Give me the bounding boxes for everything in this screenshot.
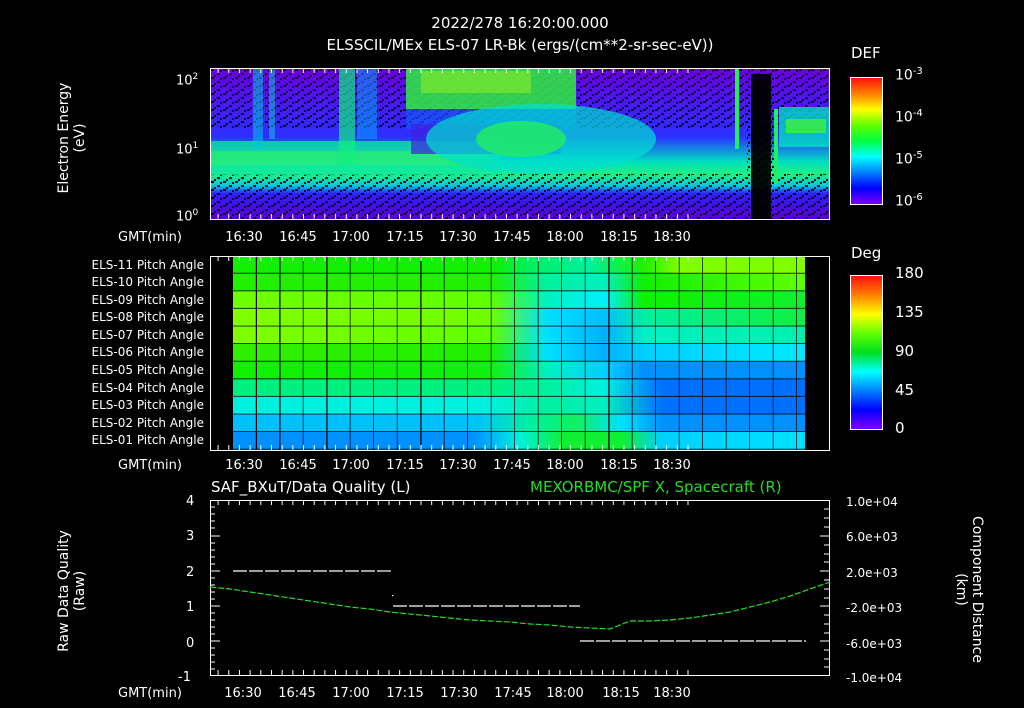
panel3-ytick-left: 1: [186, 600, 195, 615]
panel1-xtick: 18:15: [600, 230, 638, 245]
panel3-ytick-right: -6.0e+03: [846, 637, 903, 651]
deg-colorbar-label: 0: [895, 419, 905, 437]
panel1-xlabel: GMT(min): [118, 230, 182, 245]
spectrogram-image: [211, 69, 829, 219]
pitch-row-label: ELS-07 Pitch Angle: [91, 328, 204, 342]
pitch-angle-heatmap: [233, 256, 805, 450]
def-colorbar-title: DEF: [851, 44, 881, 62]
panel3-ylabel-right: Component Distance (km): [953, 502, 985, 677]
panel3-xtick: 17:30: [440, 686, 478, 701]
def-colorbar: [850, 77, 883, 205]
panel1-xtick: 17:15: [386, 230, 424, 245]
deg-colorbar-label: 90: [895, 342, 915, 360]
panel1-xtick: 17:00: [332, 230, 370, 245]
panel3-ytick-left: -1: [178, 670, 191, 685]
panel1-xtick: 16:30: [225, 230, 263, 245]
pitch-row-label: ELS-09 Pitch Angle: [91, 293, 204, 307]
panel3-xlabel: GMT(min): [118, 686, 182, 701]
panel2-xtick: 17:15: [386, 458, 424, 473]
panel1-frame: [210, 68, 830, 220]
panel3-right-title: MEXORBMC/SPF X, Spacecraft (R): [530, 478, 782, 496]
panel3-ytick-right: -2.0e+03: [846, 601, 903, 615]
pitch-row-label: ELS-06 Pitch Angle: [91, 345, 204, 359]
def-colorbar-label: 10-4: [895, 108, 923, 126]
panel3-xtick: 16:30: [224, 686, 262, 701]
panel2-xtick: 18:30: [653, 458, 691, 473]
panel1-ytick-10: 101: [176, 141, 199, 158]
pitch-row-label: ELS-11 Pitch Angle: [91, 258, 204, 272]
panel1-ytick-100: 102: [176, 72, 199, 89]
def-colorbar-label: 10-6: [895, 192, 923, 210]
plot-timestamp: 2022/278 16:20:00.000: [431, 14, 609, 32]
panel3-line-plot: [210, 500, 830, 676]
panel2-xtick: 16:30: [225, 458, 263, 473]
panel1-xtick: 17:45: [493, 230, 531, 245]
panel3-xtick: 16:45: [278, 686, 316, 701]
panel2-xtick: 17:30: [439, 458, 477, 473]
panel1-ylabel-line1: Electron Energy: [56, 82, 72, 194]
deg-colorbar: [850, 275, 883, 430]
panel2-xtick: 18:15: [600, 458, 638, 473]
panel2-xlabel: GMT(min): [118, 458, 182, 473]
energy-spectrogram: [211, 69, 829, 219]
pitch-row-label: ELS-05 Pitch Angle: [91, 363, 204, 377]
panel3-ytick-left: 4: [186, 494, 195, 509]
panel1-ytick-1: 100: [176, 208, 199, 225]
panel3-ytick-right: 2.0e+03: [846, 566, 898, 580]
panel1-xtick: 17:30: [439, 230, 477, 245]
panel3-xtick: 17:00: [332, 686, 370, 701]
time-axis-ticks: [217, 68, 689, 675]
panel3-xtick: 17:15: [386, 686, 424, 701]
panel3-ytick-right: -1.0e+04: [846, 671, 903, 685]
def-colorbar-label: 10-3: [895, 66, 923, 84]
pitch-row-label: ELS-02 Pitch Angle: [91, 416, 204, 430]
deg-colorbar-label: 180: [895, 264, 924, 282]
panel3-ytick-left: 2: [186, 565, 195, 580]
panel1-xtick: 18:30: [653, 230, 691, 245]
pitch-row-label: ELS-08 Pitch Angle: [91, 310, 204, 324]
panel3-ylabel-right-line1: Component Distance: [969, 516, 985, 663]
panel3-ylabel-left: Raw Data Quality (Raw): [56, 516, 88, 666]
panel2-xtick: 17:00: [332, 458, 370, 473]
pitch-angle-image: [233, 256, 805, 450]
panel3-xtick: 18:30: [653, 686, 691, 701]
pitch-row-label: ELS-03 Pitch Angle: [91, 398, 204, 412]
panel2-frame: [210, 256, 830, 451]
panel3-ytick-left: 3: [186, 529, 195, 544]
panel3-xtick: 18:00: [546, 686, 584, 701]
panel1-ylabel-line2: (eV): [72, 123, 88, 153]
deg-colorbar-title: Deg: [851, 244, 882, 262]
deg-colorbar-label: 135: [895, 303, 924, 321]
panel2-xtick: 16:45: [279, 458, 317, 473]
panel3-xtick: 17:45: [494, 686, 532, 701]
panel1-xtick: 16:45: [279, 230, 317, 245]
panel3-ytick-left: 0: [186, 636, 195, 651]
panel3-ytick-right: 6.0e+03: [846, 530, 898, 544]
panel3-xtick: 18:15: [602, 686, 640, 701]
panel3-left-title: SAF_BXuT/Data Quality (L): [211, 478, 411, 496]
pitch-row-label: ELS-10 Pitch Angle: [91, 275, 204, 289]
deg-colorbar-label: 45: [895, 381, 915, 399]
panel2-xtick: 18:00: [546, 458, 584, 473]
plot-title: ELSSCIL/MEx ELS-07 LR-Bk (ergs/(cm**2-sr…: [326, 36, 714, 54]
def-colorbar-label: 10-5: [895, 150, 923, 168]
panel3-ylabel-left-line1: Raw Data Quality: [56, 530, 72, 652]
pitch-row-label: ELS-04 Pitch Angle: [91, 381, 204, 395]
pitch-row-label: ELS-01 Pitch Angle: [91, 433, 204, 447]
panel3-ylabel-right-line2: (km): [953, 573, 969, 606]
panel3-ylabel-left-line2: (Raw): [72, 570, 88, 612]
panel1-ylabel: Electron Energy (eV): [56, 68, 88, 208]
panel3-ytick-right: 1.0e+04: [846, 495, 898, 509]
panel1-xtick: 18:00: [546, 230, 584, 245]
panel2-xtick: 17:45: [493, 458, 531, 473]
